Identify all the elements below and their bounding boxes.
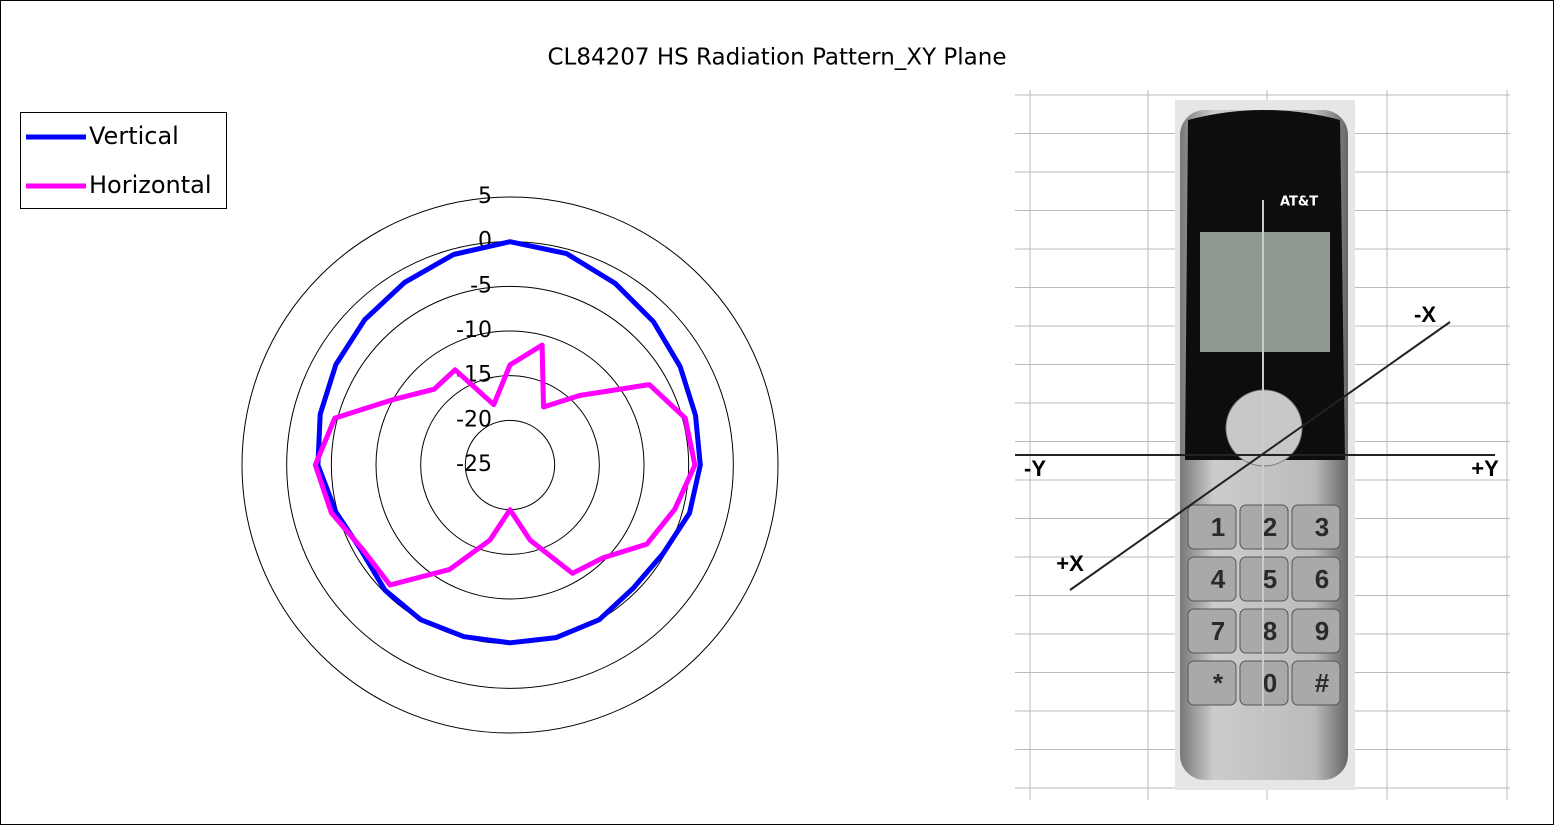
axis-label: -X xyxy=(1414,302,1436,327)
axis-label: +Y xyxy=(1471,456,1499,481)
key-label: 5 xyxy=(1263,564,1277,594)
y-tick-label: 5 xyxy=(478,184,492,209)
axis-label: -Y xyxy=(1024,456,1046,481)
chart-title: CL84207 HS Radiation Pattern_XY Plane xyxy=(547,45,1006,71)
key-label: # xyxy=(1315,668,1330,698)
phone-screen xyxy=(1200,232,1330,352)
key-label: 0 xyxy=(1263,668,1277,698)
legend-label: Vertical xyxy=(89,122,179,150)
legend-label: Horizontal xyxy=(89,171,212,199)
key-label: 8 xyxy=(1263,616,1277,646)
key-label: 9 xyxy=(1315,616,1329,646)
key-label: * xyxy=(1213,668,1224,698)
key-label: 2 xyxy=(1263,512,1277,542)
key-label: 3 xyxy=(1315,512,1329,542)
key-label: 1 xyxy=(1211,512,1225,542)
key-label: 7 xyxy=(1211,616,1225,646)
phone-brand: AT&T xyxy=(1280,195,1318,210)
page: CL84207 HS Radiation Pattern_XY Plane 1 2… xyxy=(0,0,1555,826)
key-label: 6 xyxy=(1315,564,1329,594)
y-tick-label: -5 xyxy=(470,273,492,298)
y-tick-label: -20 xyxy=(456,407,492,432)
axis-label: +X xyxy=(1056,551,1084,576)
y-tick-label: -10 xyxy=(456,318,492,343)
y-tick-label: -25 xyxy=(456,452,492,477)
key-label: 4 xyxy=(1211,564,1226,594)
